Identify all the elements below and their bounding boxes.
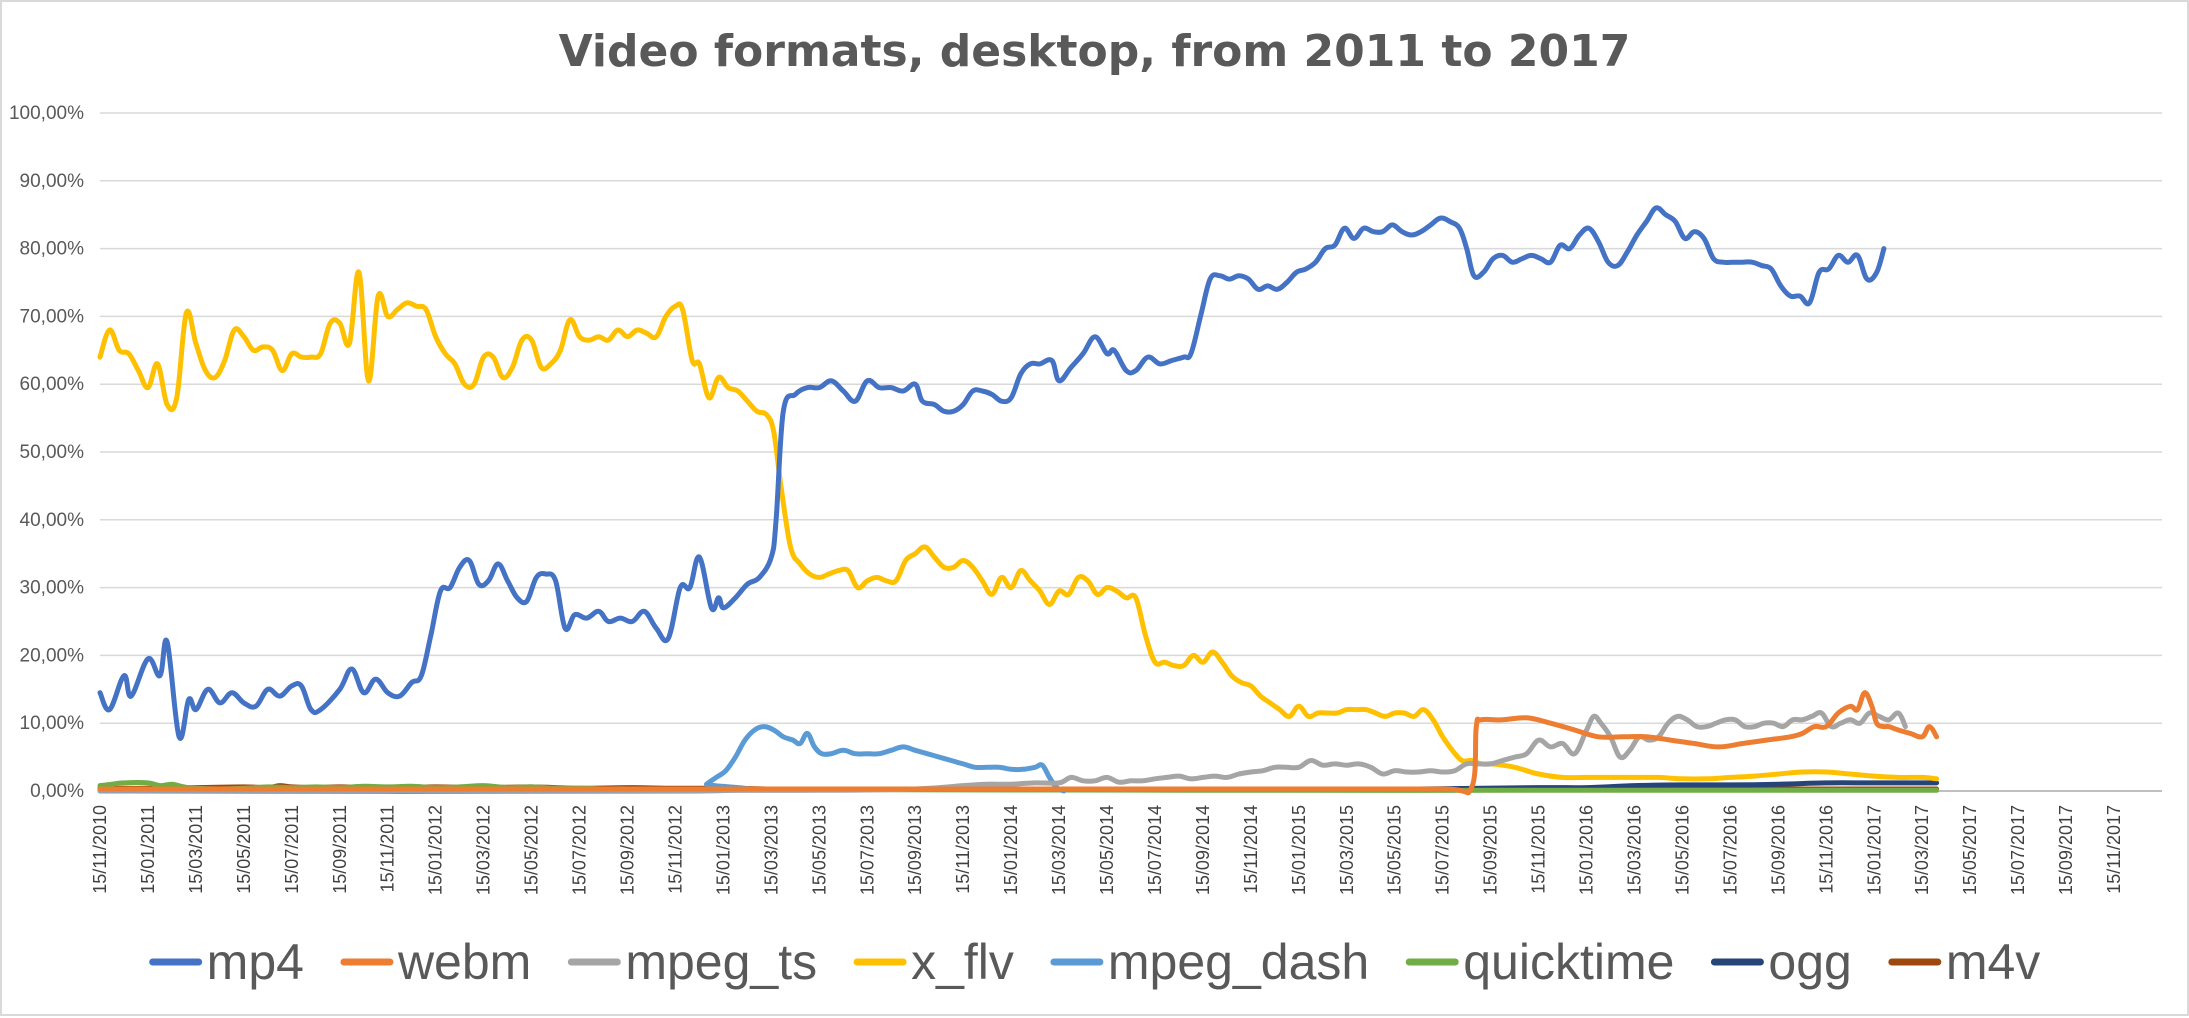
x-tick-label: 15/05/2017: [1960, 805, 1980, 895]
x-tick-label: 15/07/2017: [2008, 805, 2028, 895]
series-line-mpeg_ts: [97, 710, 1908, 793]
x-tick-label: 15/03/2016: [1625, 805, 1645, 895]
y-tick-label: 70,00%: [20, 306, 85, 327]
legend-label-quicktime: quicktime: [1463, 934, 1674, 990]
legend-label-mpeg_ts: mpeg_ts: [625, 934, 817, 990]
x-tick-label: 15/11/2011: [378, 805, 398, 892]
y-tick-label: 60,00%: [20, 374, 85, 395]
x-tick-label: 15/05/2015: [1385, 805, 1405, 895]
x-tick-label: 15/11/2010: [90, 805, 110, 894]
y-tick-label: 10,00%: [20, 713, 85, 734]
x-tick-label: 15/07/2014: [1145, 805, 1165, 895]
x-tick-label: 15/01/2011: [138, 805, 158, 894]
x-tick-label: 15/09/2011: [330, 805, 350, 894]
x-tick-label: 15/07/2013: [857, 805, 877, 895]
x-tick-label: 15/07/2012: [570, 805, 590, 895]
series-lines: [97, 205, 1940, 796]
legend-label-mp4: mp4: [207, 934, 304, 990]
y-tick-label: 0,00%: [30, 781, 84, 802]
x-tick-label: 15/11/2014: [1241, 805, 1261, 894]
x-tick-label: 15/09/2012: [617, 805, 637, 895]
x-tick-label: 15/01/2012: [426, 805, 446, 895]
x-tick-label: 15/05/2016: [1672, 805, 1692, 895]
x-tick-label: 15/05/2012: [522, 805, 542, 895]
series-line-webm: [97, 690, 1940, 796]
x-tick-label: 15/09/2016: [1768, 805, 1788, 895]
x-axis: 15/11/2010 15/01/2011 15/03/2011 15/05/2011…: [90, 805, 2124, 895]
x-tick-label: 15/09/2017: [2056, 805, 2076, 895]
x-tick-label: 15/01/2017: [1864, 805, 1884, 895]
x-tick-label: 15/03/2014: [1049, 805, 1069, 895]
legend-label-webm: webm: [397, 934, 531, 990]
legend-label-ogg: ogg: [1768, 934, 1851, 990]
x-tick-label: 15/05/2014: [1097, 805, 1117, 895]
x-tick-label: 15/07/2016: [1720, 805, 1740, 895]
x-tick-label: 15/07/2011: [282, 805, 302, 894]
y-tick-label: 80,00%: [20, 239, 85, 260]
x-tick-label: 15/09/2013: [905, 805, 925, 895]
series-line-mp4: [97, 205, 1887, 741]
x-tick-label: 15/11/2012: [665, 805, 685, 894]
legend-label-x_flv: x_flv: [911, 934, 1014, 990]
y-tick-label: 30,00%: [20, 578, 85, 599]
y-tick-label: 40,00%: [20, 510, 85, 531]
x-tick-label: 15/01/2013: [713, 805, 733, 895]
chart-title: Video formats, desktop, from 2011 to 201…: [558, 26, 1631, 77]
series-line-x_flv: [97, 269, 1940, 782]
y-tick-label: 50,00%: [20, 442, 85, 463]
x-tick-label: 15/03/2015: [1337, 805, 1357, 895]
x-tick-label: 15/03/2011: [186, 805, 206, 894]
x-tick-label: 15/01/2014: [1001, 805, 1021, 895]
y-tick-label: 100,00%: [9, 103, 84, 124]
x-tick-label: 15/11/2013: [953, 805, 973, 894]
gridlines: [100, 112, 2162, 792]
x-tick-label: 15/05/2011: [234, 805, 254, 894]
legend-label-m4v: m4v: [1946, 934, 2040, 990]
x-tick-label: 15/11/2017: [2104, 805, 2124, 894]
x-tick-label: 15/03/2017: [1912, 805, 1932, 895]
y-tick-label: 20,00%: [20, 645, 85, 666]
x-tick-label: 15/11/2016: [1816, 805, 1836, 894]
series-line-mpeg_dash: [97, 724, 1067, 795]
x-tick-label: 15/09/2015: [1481, 805, 1501, 895]
x-tick-label: 15/07/2015: [1433, 805, 1453, 895]
x-tick-label: 15/11/2015: [1529, 805, 1549, 894]
legend: mp4 webm mpeg_ts x_flv mpeg_dash quicktime ogg…: [149, 934, 2040, 990]
x-tick-label: 15/03/2013: [761, 805, 781, 895]
y-tick-label: 90,00%: [20, 171, 85, 192]
y-axis: 0,00% 10,00% 20,00% 30,00% 40,00% 50,00% 60,00…: [9, 103, 84, 802]
x-tick-label: 15/01/2016: [1577, 805, 1597, 895]
x-tick-label: 15/01/2015: [1289, 805, 1309, 895]
x-tick-label: 15/03/2012: [474, 805, 494, 895]
x-tick-label: 15/09/2014: [1193, 805, 1213, 895]
legend-label-mpeg_dash: mpeg_dash: [1108, 934, 1369, 990]
x-tick-label: 15/05/2013: [809, 805, 829, 895]
